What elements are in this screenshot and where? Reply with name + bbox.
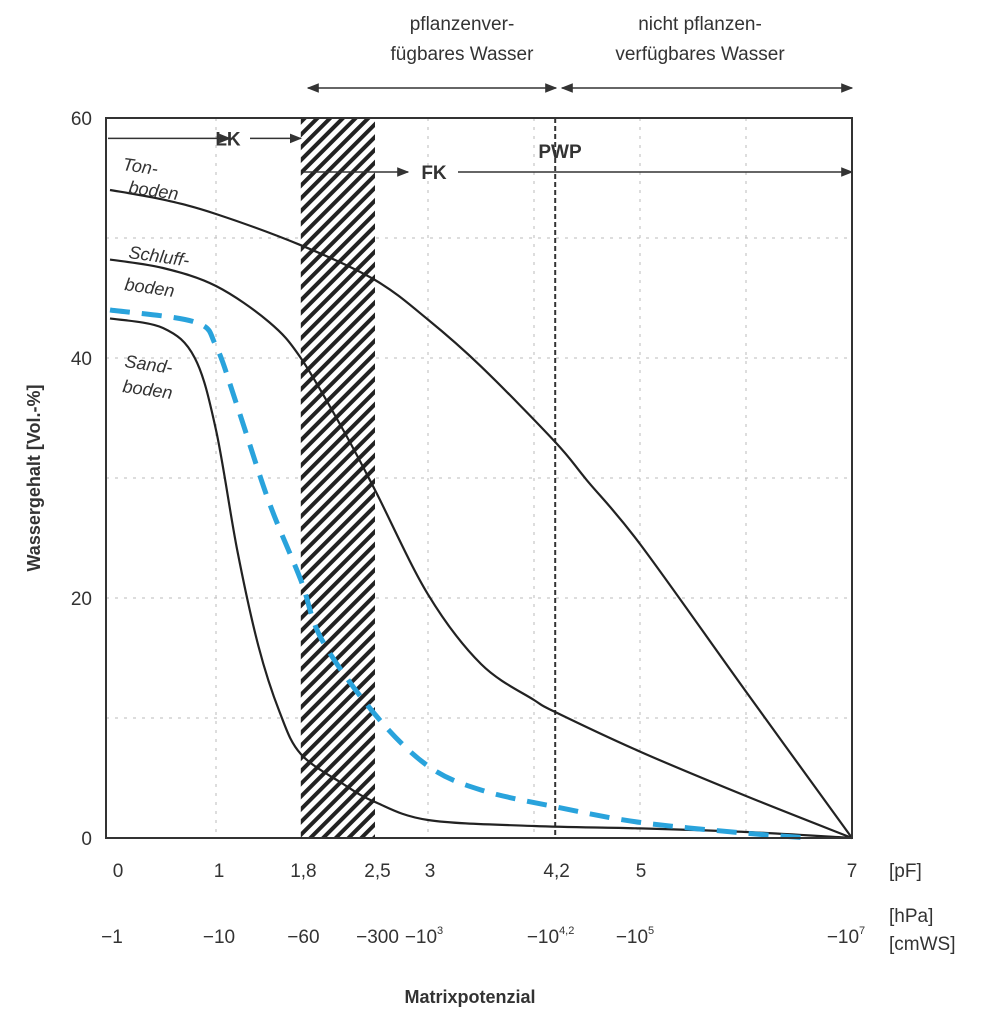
x-tick-label-pf: 2,5 (364, 861, 390, 882)
x-tick-exponent: 3 (437, 925, 443, 937)
series-ton-boden (109, 188, 853, 839)
series-sand-boden (109, 317, 853, 840)
pwp-label: PWP (538, 142, 582, 163)
x-tick-exponent: 4,2 (559, 925, 574, 937)
series-schluff-boden (109, 258, 853, 840)
unit-hpa: [hPa] (889, 906, 933, 927)
x-tick-label-pf: 7 (847, 861, 858, 882)
x-axis-title: Matrixpotenzial (404, 987, 535, 1007)
x-tick-label-hpa: −300 (356, 927, 399, 948)
series-blue-dashed (109, 307, 810, 841)
y-axis-ticks: 0 20 40 60 (71, 109, 92, 850)
label-sand-1: Sand- (123, 351, 173, 377)
x-tick-label-hpa: −107 (827, 925, 865, 948)
x-tick-label-pf: 1,8 (290, 861, 316, 882)
label-ton-1: Ton- (121, 154, 159, 179)
grid (106, 118, 852, 838)
series-group (109, 188, 853, 841)
label-schluff-1: Schluff- (127, 242, 190, 270)
plant-available-line2: fügbares Wasser (391, 44, 535, 65)
unit-cmws: [cmWS] (889, 934, 956, 955)
x-tick-label-pf: 0 (113, 861, 124, 882)
x-tick-exponent: 7 (859, 925, 865, 937)
annotations: LK FK PWP pflanzenver- fügbares Wasser n… (108, 14, 854, 184)
label-ton-2: boden (127, 177, 179, 204)
fk-label: FK (421, 163, 447, 184)
x-tick-label-hpa: −10 (203, 927, 235, 948)
x-tick-label-pf: 3 (425, 861, 436, 882)
not-plant-available-line1: nicht pflanzen- (638, 14, 762, 35)
x-tick-label-hpa: −103 (405, 925, 443, 948)
plant-available-line1: pflanzenver- (410, 14, 515, 35)
x-axis-ticks: 0−11−101,8−602,5−3003−1034,2−104,25−1057… (101, 861, 865, 948)
x-tick-label-hpa: −60 (287, 927, 319, 948)
x-tick-label-pf: 5 (636, 861, 647, 882)
x-tick-exponent: 5 (648, 925, 654, 937)
y-tick-label: 20 (71, 589, 92, 610)
not-plant-available-line2: verfügbares Wasser (615, 44, 785, 65)
series-labels: Ton- boden Schluff- boden Sand- boden (121, 154, 190, 403)
unit-pf: [pF] (889, 861, 922, 882)
y-tick-label: 40 (71, 349, 92, 370)
x-tick-label-hpa: −105 (616, 925, 654, 948)
x-tick-label-pf: 4,2 (543, 861, 569, 882)
y-axis-title: Wassergehalt [Vol.-%] (24, 384, 44, 571)
plot-frame (105, 117, 853, 839)
x-tick-label-hpa: −104,2 (527, 925, 575, 948)
label-schluff-2: boden (123, 274, 175, 301)
x-tick-label-hpa: −1 (101, 927, 123, 948)
x-tick-label-pf: 1 (214, 861, 225, 882)
hatched-band (300, 118, 375, 838)
label-sand-2: boden (121, 376, 173, 403)
y-tick-label: 60 (71, 109, 92, 130)
y-tick-label: 0 (81, 829, 92, 850)
lk-label: LK (215, 129, 241, 150)
